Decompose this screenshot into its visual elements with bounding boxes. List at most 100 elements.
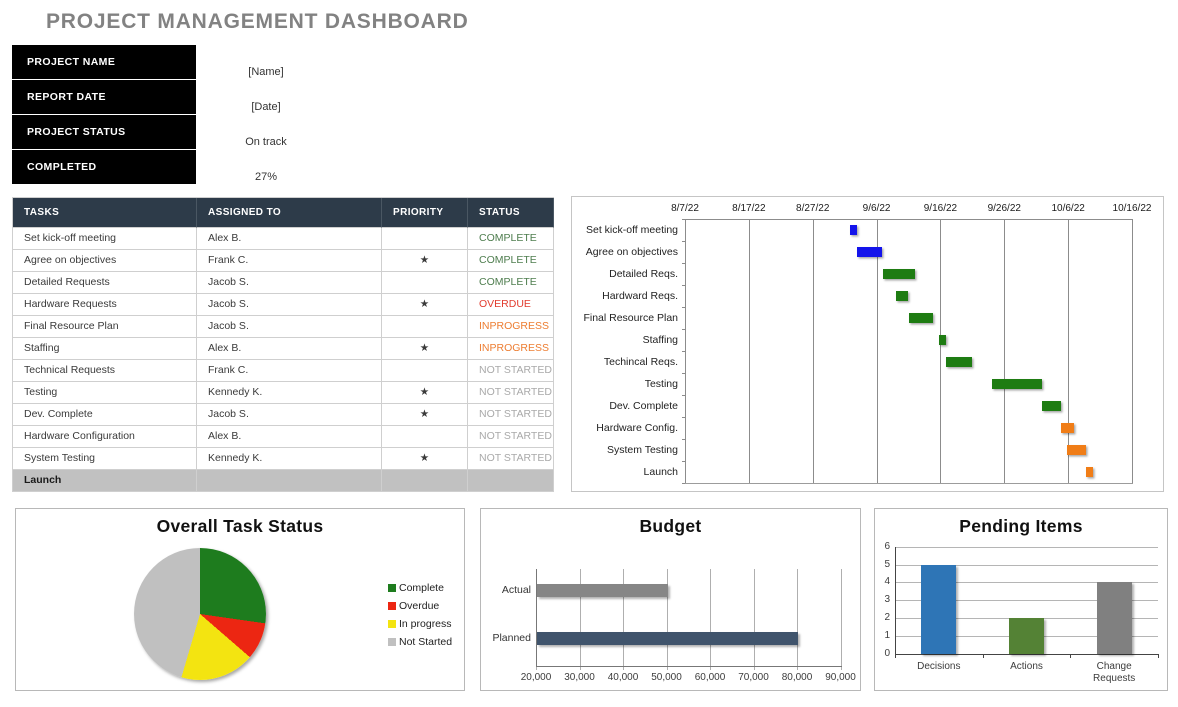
task-cell[interactable]: Final Resource Plan xyxy=(13,316,197,338)
status-cell[interactable]: COMPLETE xyxy=(468,250,554,272)
pending-x-tick xyxy=(1070,654,1072,658)
budget-x-tick-label: 50,000 xyxy=(651,672,682,683)
budget-x-tick-label: 40,000 xyxy=(607,672,639,683)
task-cell[interactable]: Technical Requests xyxy=(13,360,197,382)
gantt-bar xyxy=(882,269,915,279)
legend-label: Overdue xyxy=(399,600,440,612)
legend-swatch xyxy=(388,584,396,592)
gantt-gridline xyxy=(748,219,750,483)
gantt-row-label: Staffing xyxy=(642,333,678,346)
assigned-cell[interactable]: Jacob S. xyxy=(197,316,382,338)
task-cell[interactable]: Hardware Requests xyxy=(13,294,197,316)
budget-x-tick-label: 20,000 xyxy=(520,672,552,683)
task-cell[interactable]: Staffing xyxy=(13,338,197,360)
gantt-date-label: 10/16/22 xyxy=(1112,203,1152,214)
status-cell[interactable]: NOT STARTED xyxy=(468,360,554,382)
budget-gridline xyxy=(666,569,668,670)
assigned-cell[interactable]: Kennedy K. xyxy=(197,448,382,470)
task-cell[interactable]: Launch xyxy=(13,470,197,492)
gantt-gridline xyxy=(876,219,878,483)
pending-y-tick-label: 5 xyxy=(884,558,890,570)
assigned-cell[interactable]: Alex B. xyxy=(197,338,382,360)
summary-value[interactable]: 27% xyxy=(254,171,278,183)
priority-cell[interactable]: ★ xyxy=(382,404,468,426)
priority-cell[interactable]: ★ xyxy=(382,338,468,360)
gantt-date-label: 8/7/22 xyxy=(671,203,699,214)
gantt-date-label: 10/6/22 xyxy=(1051,203,1085,214)
legend-swatch xyxy=(388,638,396,646)
summary-value[interactable]: [Name] xyxy=(248,66,284,78)
assigned-cell[interactable]: Jacob S. xyxy=(197,272,382,294)
pie-graphic xyxy=(134,548,266,680)
budget-x-tick-label: 80,000 xyxy=(781,672,813,683)
assigned-cell[interactable]: Frank C. xyxy=(197,250,382,272)
assigned-cell[interactable] xyxy=(197,470,382,492)
assigned-cell[interactable]: Frank C. xyxy=(197,360,382,382)
column-header: TASKS xyxy=(13,198,197,228)
gantt-bar xyxy=(849,225,858,235)
status-cell[interactable]: NOT STARTED xyxy=(468,426,554,448)
pending-x-tick xyxy=(982,654,984,658)
assigned-cell[interactable]: Alex B. xyxy=(197,228,382,250)
status-cell[interactable]: NOT STARTED xyxy=(468,448,554,470)
gantt-bar xyxy=(1061,423,1074,433)
status-cell[interactable]: COMPLETE xyxy=(468,272,554,294)
status-cell[interactable]: NOT STARTED xyxy=(468,404,554,426)
gantt-row-label: System Testing xyxy=(606,443,678,456)
task-cell[interactable]: Agree on objectives xyxy=(13,250,197,272)
task-cell[interactable]: Dev. Complete xyxy=(13,404,197,426)
gantt-row-tick xyxy=(682,439,685,440)
pending-y-tick-label: 3 xyxy=(884,594,890,606)
gantt-gridline xyxy=(812,219,814,483)
status-cell[interactable]: COMPLETE xyxy=(468,228,554,250)
status-cell[interactable] xyxy=(468,470,554,492)
status-cell[interactable]: INPROGRESS xyxy=(468,316,554,338)
summary-value[interactable]: On track xyxy=(245,136,287,148)
gantt-row-tick xyxy=(682,219,685,220)
summary-value[interactable]: [Date] xyxy=(251,101,281,113)
gantt-date-label: 8/27/22 xyxy=(796,203,830,214)
gantt-gridline xyxy=(1068,219,1070,483)
gantt-row-label: Final Resource Plan xyxy=(583,311,678,324)
status-cell[interactable]: INPROGRESS xyxy=(468,338,554,360)
assigned-cell[interactable]: Kennedy K. xyxy=(197,382,382,404)
priority-cell[interactable] xyxy=(382,228,468,250)
priority-cell[interactable]: ★ xyxy=(382,294,468,316)
task-cell[interactable]: Set kick-off meeting xyxy=(13,228,197,250)
budget-category-label: Actual xyxy=(501,584,531,596)
gantt-row-label: Hardware Config. xyxy=(596,421,678,434)
pending-gridline xyxy=(895,546,1158,548)
priority-cell[interactable] xyxy=(382,316,468,338)
assigned-cell[interactable]: Jacob S. xyxy=(197,404,382,426)
status-cell[interactable]: NOT STARTED xyxy=(468,382,554,404)
gantt-row-tick xyxy=(682,285,685,286)
task-cell[interactable]: Testing xyxy=(13,382,197,404)
priority-cell[interactable]: ★ xyxy=(382,448,468,470)
budget-bar xyxy=(537,632,798,645)
budget-x-axis xyxy=(536,666,842,667)
budget-x-tick-label: 90,000 xyxy=(825,672,856,683)
budget-y-axis xyxy=(536,569,537,666)
status-cell[interactable]: OVERDUE xyxy=(468,294,554,316)
pending-x-axis xyxy=(895,654,1158,655)
gantt-gridline xyxy=(685,219,686,483)
pending-y-axis xyxy=(895,546,896,654)
priority-cell[interactable] xyxy=(382,470,468,492)
gantt-row-label: Agree on objectives xyxy=(585,245,678,258)
pending-y-tick-label: 2 xyxy=(884,612,890,624)
assigned-cell[interactable]: Alex B. xyxy=(197,426,382,448)
legend-swatch xyxy=(388,602,396,610)
pending-y-tick-label: 0 xyxy=(884,648,890,659)
task-cell[interactable]: Detailed Requests xyxy=(13,272,197,294)
task-cell[interactable]: Hardware Configuration xyxy=(13,426,197,448)
priority-cell[interactable]: ★ xyxy=(382,382,468,404)
priority-cell[interactable]: ★ xyxy=(382,250,468,272)
assigned-cell[interactable]: Jacob S. xyxy=(197,294,382,316)
column-header: PRIORITY xyxy=(382,198,468,228)
priority-cell[interactable] xyxy=(382,360,468,382)
priority-cell[interactable] xyxy=(382,426,468,448)
priority-cell[interactable] xyxy=(382,272,468,294)
task-cell[interactable]: System Testing xyxy=(13,448,197,470)
gantt-row-tick xyxy=(682,307,685,308)
gantt-bottom-axis xyxy=(685,483,1133,484)
